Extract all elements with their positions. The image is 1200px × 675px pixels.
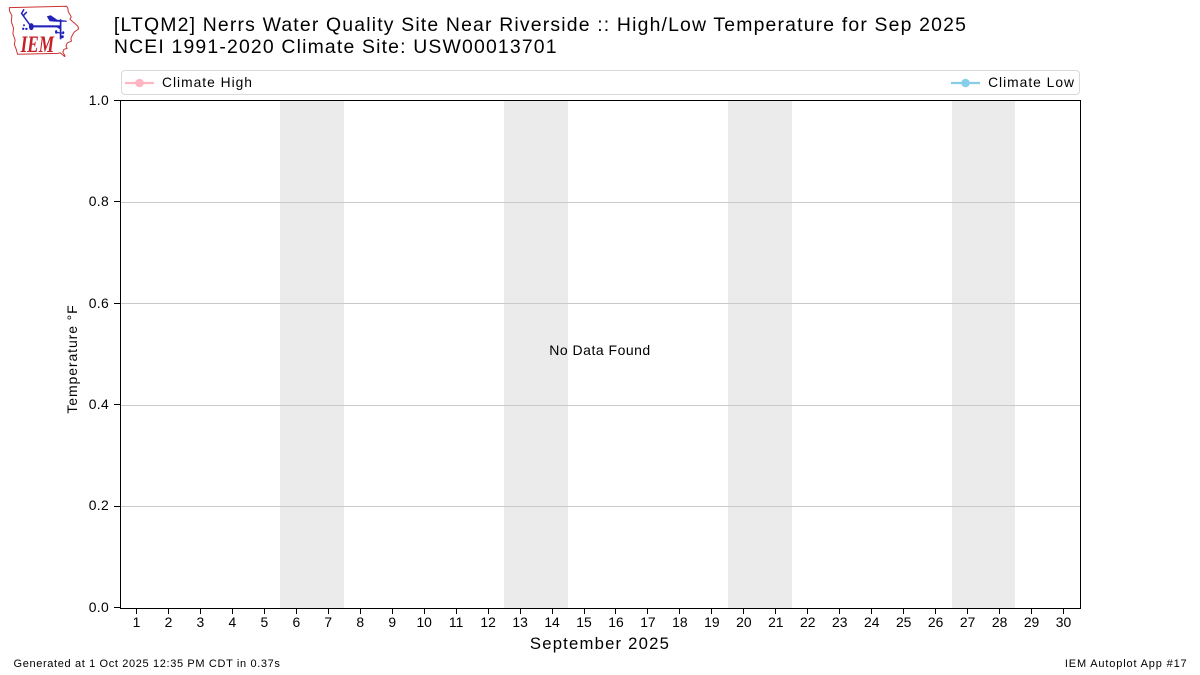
svg-text:IEM: IEM xyxy=(20,32,55,57)
